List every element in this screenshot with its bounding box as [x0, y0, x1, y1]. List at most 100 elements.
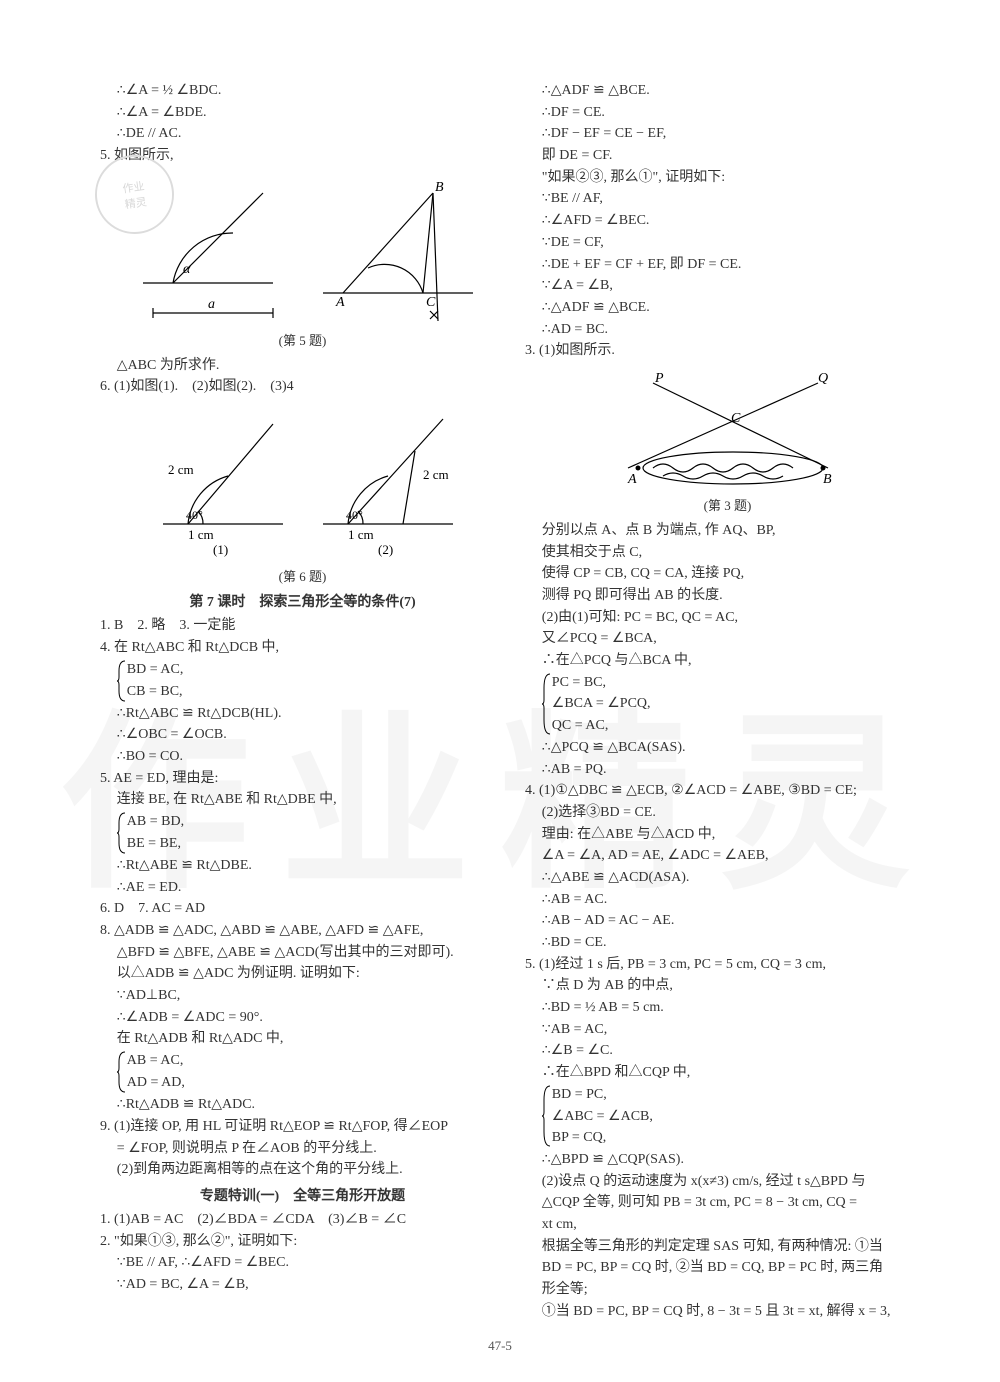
- text: 又∠PCQ = ∠BCA,: [525, 628, 930, 650]
- text: ∴在△BPD 和△CQP 中,: [525, 1062, 930, 1084]
- label-C: C: [426, 295, 436, 310]
- text: △CQP 全等, 则可知 PB = 3t cm, PC = 8 − 3t cm,…: [525, 1192, 930, 1214]
- text: ∴∠A = ∠BDE.: [100, 102, 505, 124]
- text: = ∠FOP, 则说明点 P 在∠AOB 的平分线上.: [100, 1138, 505, 1160]
- text: 连接 BE, 在 Rt△ABE 和 Rt△DBE 中,: [100, 789, 505, 811]
- text: (2)设点 Q 的运动速度为 x(x≠3) cm/s, 经过 t s△BPD 与: [525, 1171, 930, 1193]
- text: △BFD ≌ △BFE, △ABE ≌ △ACD(写出其中的三对即可).: [100, 942, 505, 964]
- text: ∵DE = CF,: [525, 232, 930, 254]
- text: ∴DF = CE.: [525, 102, 930, 124]
- figure-5-caption: (第 5 题): [100, 330, 505, 349]
- label-C: C: [731, 411, 741, 426]
- text: △ABC 为所求作.: [100, 355, 505, 377]
- text: 3. (1)如图所示.: [525, 340, 930, 362]
- text: 在 Rt△ADB 和 Rt△ADC 中,: [100, 1028, 505, 1050]
- text: 4. (1)①△DBC ≌ △ECB, ②∠ACD = ∠ABE, ③BD = …: [525, 780, 930, 802]
- text: ∠A = ∠A, AD = AE, ∠ADC = ∠AEB,: [525, 845, 930, 867]
- label-A: A: [627, 472, 637, 487]
- text: 1. (1)AB = AC (2)∠BDA = ∠CDA (3)∠B = ∠C: [100, 1209, 505, 1231]
- text: ∴DE + EF = CF + EF, 即 DF = CE.: [525, 254, 930, 276]
- text: 6. D 7. AC = AD: [100, 898, 505, 920]
- text: ∴∠AFD = ∠BEC.: [525, 210, 930, 232]
- text: 5. AE = ED, 理由是:: [100, 768, 505, 790]
- label-B: B: [823, 472, 832, 487]
- label-P: P: [654, 371, 664, 386]
- text: ∴Rt△ADB ≌ Rt△ADC.: [100, 1094, 505, 1116]
- brace-group: AB = BD, BE = BE,: [117, 811, 505, 855]
- text: (2)到角两边距离相等的点在这个角的平分线上.: [100, 1159, 505, 1181]
- text: AD = AD,: [127, 1072, 185, 1094]
- text: 9. (1)连接 OP, 用 HL 可证明 Rt△EOP ≌ Rt△FOP, 得…: [100, 1116, 505, 1138]
- text: 1. B 2. 略 3. 一定能: [100, 615, 505, 637]
- label-40-1: 40°: [186, 508, 203, 522]
- text: "如果②③, 那么①", 证明如下:: [525, 167, 930, 189]
- brace-group: BD = AC, CB = BC,: [117, 659, 505, 703]
- text: 根据全等三角形的判定定理 SAS 可知, 有两种情况: ①当: [525, 1236, 930, 1258]
- text: ∵BE // AF, ∴∠AFD = ∠BEC.: [100, 1252, 505, 1274]
- special-title: 专题特训(一) 全等三角形开放题: [100, 1185, 505, 1205]
- brace-group: BD = PC, ∠ABC = ∠ACB, BP = CQ,: [542, 1084, 930, 1149]
- text: ∴∠B = ∠C.: [525, 1040, 930, 1062]
- text: ∴Rt△ABE ≌ Rt△DBE.: [100, 855, 505, 877]
- text: ∵∠A = ∠B,: [525, 275, 930, 297]
- text: 使其相交于点 C,: [525, 542, 930, 564]
- fig6-sub1: (1): [213, 542, 228, 557]
- figure-3-caption: (第 3 题): [525, 495, 930, 514]
- page: ∴∠A = ½ ∠BDC. ∴∠A = ∠BDE. ∴DE // AC. 5. …: [0, 0, 1000, 1352]
- brace-group: AB = AC, AD = AD,: [117, 1050, 505, 1094]
- text: ∴∠A = ½ ∠BDC.: [100, 80, 505, 102]
- text: ∴∠ADB = ∠ADC = 90°.: [100, 1007, 505, 1029]
- text: ∴BD = CE.: [525, 932, 930, 954]
- label-alpha: α: [183, 262, 191, 277]
- right-column: ∴△ADF ≌ △BCE. ∴DF = CE. ∴DF − EF = CE − …: [525, 80, 930, 1322]
- text: ∴∠OBC = ∠OCB.: [100, 724, 505, 746]
- text: 分别以点 A、点 B 为端点, 作 AQ、BP,: [525, 520, 930, 542]
- text: ①当 BD = PC, BP = CQ 时, 8 − 3t = 5 且 3t =…: [525, 1301, 930, 1323]
- text: ∵AD⊥BC,: [100, 985, 505, 1007]
- text: 4. 在 Rt△ABC 和 Rt△DCB 中,: [100, 637, 505, 659]
- text: 即 DE = CF.: [525, 145, 930, 167]
- text: 5. 如图所示,: [100, 145, 505, 167]
- text: 5. (1)经过 1 s 后, PB = 3 cm, PC = 5 cm, CQ…: [525, 954, 930, 976]
- text: ∴在△PCQ 与△BCA 中,: [525, 650, 930, 672]
- text: ∴BD = ½ AB = 5 cm.: [525, 997, 930, 1019]
- text: (2)由(1)可知: PC = BC, QC = AC,: [525, 607, 930, 629]
- text: ∴△ADF ≌ △BCE.: [525, 297, 930, 319]
- text: BE = BE,: [127, 833, 184, 855]
- text: ∵AD = BC, ∠A = ∠B,: [100, 1274, 505, 1296]
- text: ∴AB = PQ.: [525, 759, 930, 781]
- fig6-sub2: (2): [378, 542, 393, 557]
- text: ∵AB = AC,: [525, 1019, 930, 1041]
- label-Q: Q: [818, 371, 828, 386]
- text: ∴AD = BC.: [525, 319, 930, 341]
- text: ∴AB = AC.: [525, 889, 930, 911]
- text: ∠ABC = ∠ACB,: [552, 1106, 653, 1128]
- text: AB = AC,: [127, 1050, 185, 1072]
- text: BD = AC,: [127, 659, 184, 681]
- label-a: a: [208, 297, 215, 312]
- figure-3: P Q C A B (第 3 题): [525, 368, 930, 514]
- text: ∴AE = ED.: [100, 877, 505, 899]
- text: BD = PC,: [552, 1084, 653, 1106]
- text: 以△ADB ≌ △ADC 为例证明. 证明如下:: [100, 963, 505, 985]
- label-2cm-1: 2 cm: [168, 462, 194, 477]
- text: (2)选择③BD = CE.: [525, 802, 930, 824]
- text: ∠BCA = ∠PCQ,: [552, 693, 651, 715]
- text: ∴Rt△ABC ≌ Rt△DCB(HL).: [100, 703, 505, 725]
- figure-6-caption: (第 6 题): [100, 566, 505, 585]
- text: QC = AC,: [552, 715, 651, 737]
- text: PC = BC,: [552, 672, 651, 694]
- text: 形全等;: [525, 1279, 930, 1301]
- text: ∴△ADF ≌ △BCE.: [525, 80, 930, 102]
- text: ∵BE // AF,: [525, 188, 930, 210]
- text: BP = CQ,: [552, 1127, 653, 1149]
- text: ∵点 D 为 AB 的中点,: [525, 975, 930, 997]
- text: 使得 CP = CB, CQ = CA, 连接 PQ,: [525, 563, 930, 585]
- text: ∴△BPD ≌ △CQP(SAS).: [525, 1149, 930, 1171]
- text: ∴BO = CO.: [100, 746, 505, 768]
- text: 理由: 在△ABE 与△ACD 中,: [525, 824, 930, 846]
- text: AB = BD,: [127, 811, 184, 833]
- left-column: ∴∠A = ½ ∠BDC. ∴∠A = ∠BDE. ∴DE // AC. 5. …: [100, 80, 505, 1322]
- text: 测得 PQ 即可得出 AB 的长度.: [525, 585, 930, 607]
- label-1cm-2: 1 cm: [348, 527, 374, 542]
